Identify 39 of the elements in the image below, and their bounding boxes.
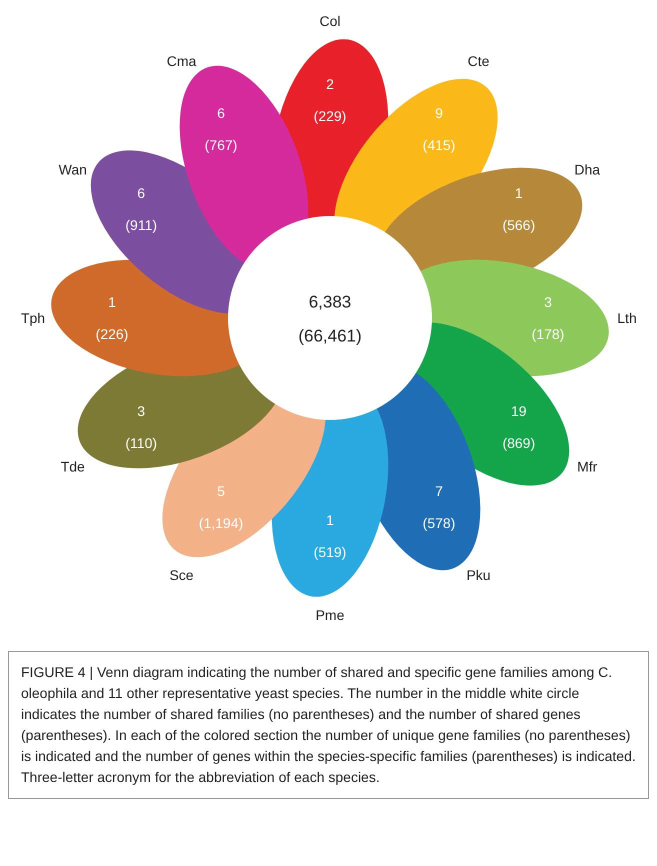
data-label: (869) <box>502 435 536 451</box>
text: (66,461) <box>298 326 362 346</box>
category-label: Wan <box>58 162 87 178</box>
data-label: 3 <box>137 403 146 419</box>
data-label: 7 <box>435 482 444 499</box>
category-label: Lth <box>617 310 637 326</box>
category-label: Sce <box>169 567 194 584</box>
data-label: (229) <box>314 108 346 124</box>
data-label: (226) <box>96 326 128 342</box>
data-label: (578) <box>422 514 456 531</box>
data-label: 19 <box>511 403 527 419</box>
data-label: (566) <box>502 217 536 233</box>
data-label: 2 <box>326 76 334 92</box>
category-label: Tph <box>20 310 46 326</box>
category-label: Cte <box>468 52 490 69</box>
category-label: Col <box>319 13 341 29</box>
data-label: 6 <box>137 185 146 201</box>
data-label: (110) <box>125 435 158 451</box>
data-label: (767) <box>204 137 238 154</box>
data-label: 1 <box>108 294 116 310</box>
caption: FIGURE 4 | Venn diagram indicating the number of shared and specific gene families among C. oleophila and 11 other representative yeast species. The number in the middle white circle indicates the number of shared families (no parentheses) and the number of shared genes (parentheses). In each of the colored section the number of unique gene families (no parentheses) is indicated and the number of genes within the species-specific families (parentheses) is indicated. Three-letter acronym for the abbreviation of each species. <box>8 651 649 799</box>
data-label: (911) <box>125 217 158 233</box>
data-label: 1 <box>514 185 523 201</box>
data-label: (519) <box>314 544 346 560</box>
data-label: 6 <box>217 105 226 122</box>
data-label: 9 <box>435 105 444 122</box>
data-label: (178) <box>532 326 564 342</box>
data-label: 3 <box>544 294 552 310</box>
data-label: 1 <box>326 512 334 528</box>
text: 6,383 <box>308 292 352 312</box>
category-label: Dha <box>574 162 600 178</box>
category-label: Tde <box>60 458 86 474</box>
data-label: (415) <box>422 137 456 154</box>
category-label: Cma <box>166 52 196 69</box>
data-label: (1,194) <box>198 514 244 531</box>
category-label: Mfr <box>577 458 598 474</box>
category-label: Pme <box>316 607 345 623</box>
data-label: 5 <box>217 482 226 499</box>
category-label: Pku <box>466 567 491 584</box>
